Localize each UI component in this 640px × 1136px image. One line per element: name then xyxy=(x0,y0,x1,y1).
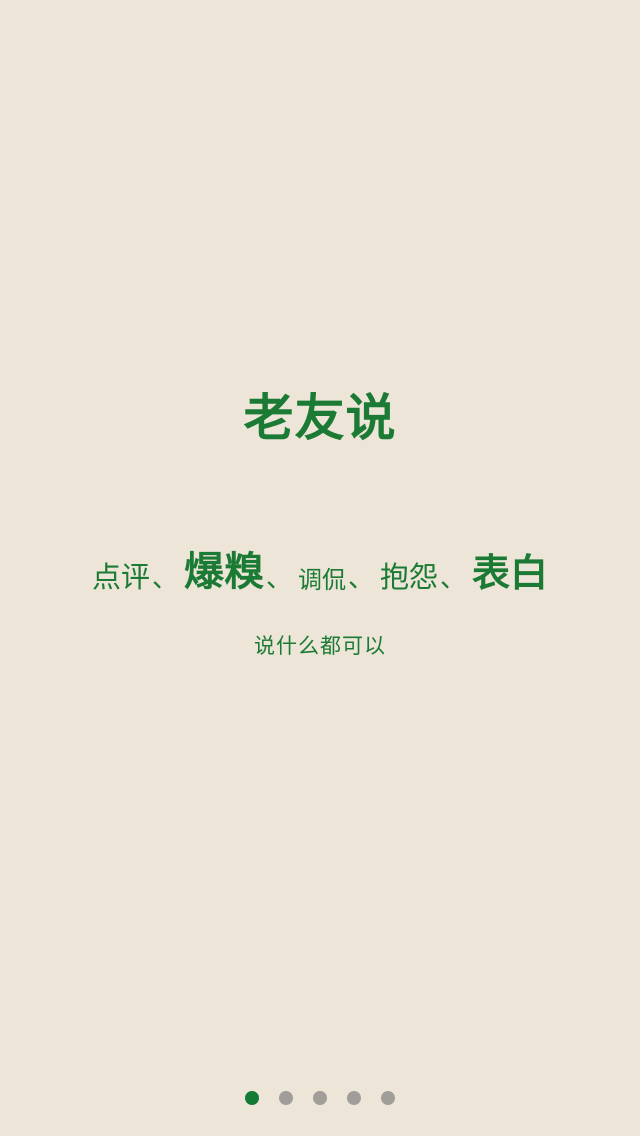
page-dot-2[interactable] xyxy=(279,1091,293,1105)
subtitle: 说什么都可以 xyxy=(254,634,386,658)
tagline-word-complain: 抱怨 xyxy=(380,560,439,594)
page-dot-4[interactable] xyxy=(347,1091,361,1105)
tagline: 点评 、 爆糗 、 调侃 、 抱怨 、 表白 xyxy=(0,528,640,592)
page-dot-5[interactable] xyxy=(381,1091,395,1105)
tagline-separator: 、 xyxy=(440,564,467,594)
tagline-separator: 、 xyxy=(151,564,178,594)
tagline-separator: 、 xyxy=(265,564,292,594)
tagline-word-comment: 点评 xyxy=(91,560,150,594)
tagline-word-confess: 表白 xyxy=(472,551,549,595)
app-title: 老友说 xyxy=(243,388,397,447)
tagline-word-tease: 调侃 xyxy=(297,566,346,594)
page-indicator[interactable] xyxy=(0,1091,640,1105)
page-dot-3[interactable] xyxy=(313,1091,327,1105)
page-dot-1[interactable] xyxy=(245,1091,259,1105)
tagline-word-embarrassing: 爆糗 xyxy=(183,549,264,595)
tagline-separator: 、 xyxy=(347,564,374,594)
